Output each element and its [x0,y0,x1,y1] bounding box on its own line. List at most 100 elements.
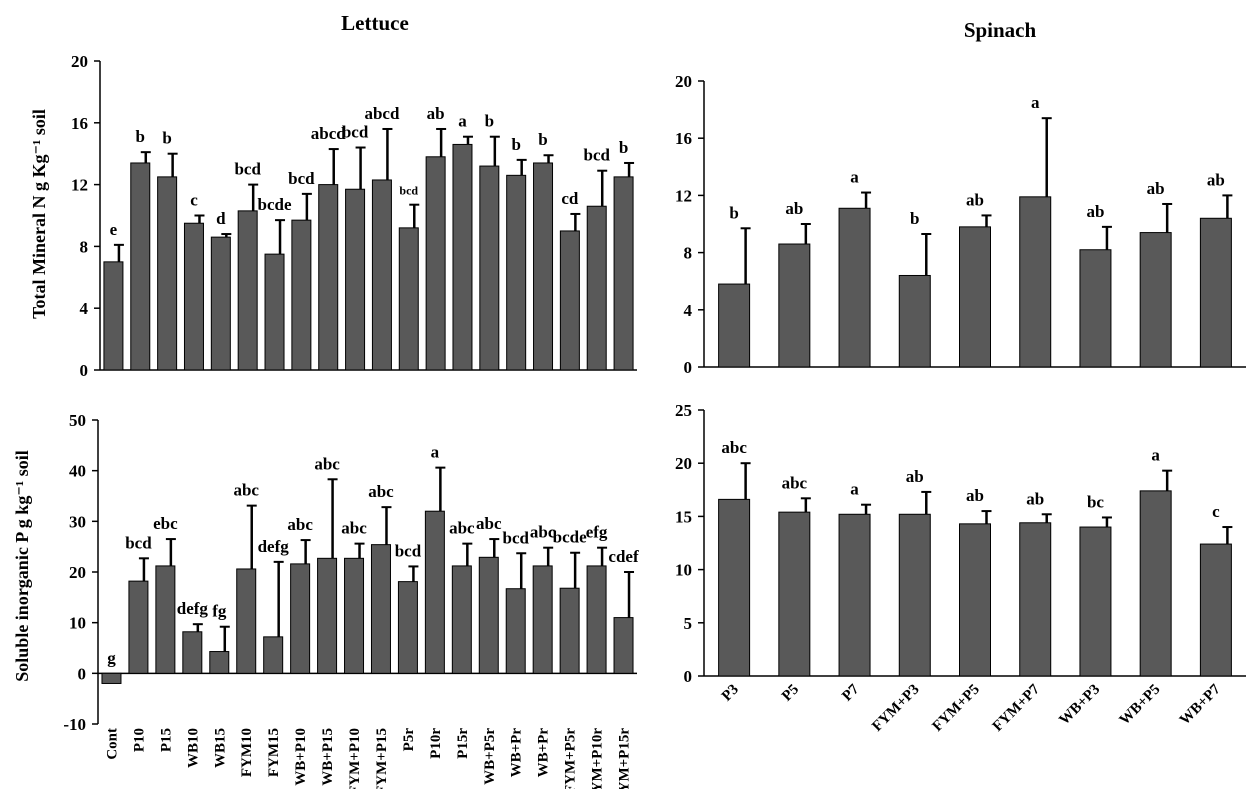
spinach-soluble-p-chart: 0510152025abcP3abcP5aP7abFYM+P3abFYM+P5a… [675,401,1246,735]
significance-label: bcd [125,533,152,552]
category-label: FYM+P5 [930,682,983,735]
bar-WB+P3 [1079,526,1112,677]
significance-label: bcde [553,528,587,547]
significance-label: a [431,443,440,462]
significance-label: abcd [364,104,400,123]
lettuce-soluble-p-chart: -10 0 10 20 30 40 50 g Cont bcd P10 ebc P15 defg WB10 f… [63,411,639,789]
significance-label: abc [782,473,808,492]
bar-FYM+P7 [1019,196,1052,368]
significance-label: ab [1207,170,1225,189]
significance-label: defg [177,599,209,618]
significance-label: bcd [583,146,610,165]
y-axis-label-soluble-p: Soluble inorganic P g kg⁻¹ soil [12,450,32,681]
spinach-title: Spinach [964,18,1037,42]
bar-FYM+P10 [345,188,366,371]
significance-label: abc [314,454,340,473]
y-tick-label: 0 [78,664,87,683]
category-label: WB+P5r [482,728,498,785]
y-tick-label: 20 [675,454,692,473]
bar-P15r [452,143,473,371]
significance-label: abcd [311,124,347,143]
bar-P10r [425,156,446,371]
significance-label: abc [233,481,259,500]
y-tick-label: 20 [71,52,88,71]
bar-Cont [101,672,122,684]
category-label: P15r [455,728,471,759]
bar-WB+P5 [1139,232,1172,368]
bar-P10 [128,580,149,674]
significance-label: b [136,127,145,146]
bar-FYM+P15r [613,617,634,674]
significance-label: b [619,138,628,157]
bar-FYM+P7 [1019,522,1052,677]
bar-WB+P15 [318,184,339,371]
y-tick-label: 10 [69,614,86,633]
category-label: P10 [131,728,147,752]
significance-label: bc [1087,492,1104,511]
significance-label: ab [1026,489,1044,508]
y-tick-label: 0 [80,361,89,380]
significance-label: bcd [234,160,261,179]
bar-P5r [398,227,419,371]
bar-FYM+P5 [959,226,991,368]
bar-WB+Pr [532,565,553,674]
bar-WB+Pr [533,162,554,371]
significance-label: ab [785,199,803,218]
category-label: P15 [158,728,174,752]
y-tick-label: 50 [69,411,86,430]
category-label: P10r [428,728,444,759]
bar-FYM+P10r [586,205,607,371]
bar-P3 [718,283,751,368]
significance-label: bcd [342,123,369,142]
significance-label: a [458,112,467,131]
significance-label: c [190,191,198,210]
bar-WB+P5r [479,165,500,371]
significance-label: g [107,648,116,667]
bar-FYM+P15 [370,544,391,674]
bar-P10 [130,162,151,371]
significance-label: bcd [395,541,422,560]
bar-FYM10 [237,210,258,371]
y-tick-label: 16 [71,114,88,133]
significance-label: fg [212,602,227,621]
category-label: FYM+P10r [590,728,606,789]
significance-label: ab [427,104,445,123]
category-label: WB+P5 [1117,682,1164,729]
significance-label: b [511,135,520,154]
bar-P5 [778,243,811,368]
y-tick-label: 5 [684,614,693,633]
y-tick-label: 30 [69,512,86,531]
bar-FYM10 [236,568,257,674]
category-label: FYM+P7 [990,681,1044,735]
y-tick-label: 12 [71,176,88,195]
significance-label: abc [368,482,394,501]
lettuce-title: Lettuce [341,11,409,35]
significance-label: a [1031,93,1040,112]
category-label: FYM+P15r [617,728,633,789]
significance-label: bcd [288,169,315,188]
y-tick-label: 40 [69,462,86,481]
y-tick-label: -10 [63,715,86,734]
category-label: P5r [401,728,417,752]
bar-WB+P3 [1079,249,1112,368]
category-label: P3 [719,682,742,705]
significance-label: efg [586,523,608,542]
category-label: WB10 [185,728,201,768]
significance-label: abc [449,519,475,538]
category-label: WB+Pr [509,728,525,778]
bar-P3 [718,498,751,677]
category-label: Cont [104,728,120,760]
category-label: WB+P15 [320,728,336,786]
category-label: P7 [839,681,862,704]
significance-label: b [162,129,171,148]
category-label: WB+P3 [1056,682,1103,729]
category-label: WB15 [212,728,228,768]
bar-WB15 [210,236,231,371]
y-tick-label: 4 [684,301,693,320]
y-tick-label: 8 [80,237,89,256]
significance-label: c [1212,502,1220,521]
bar-Cont [103,261,124,371]
